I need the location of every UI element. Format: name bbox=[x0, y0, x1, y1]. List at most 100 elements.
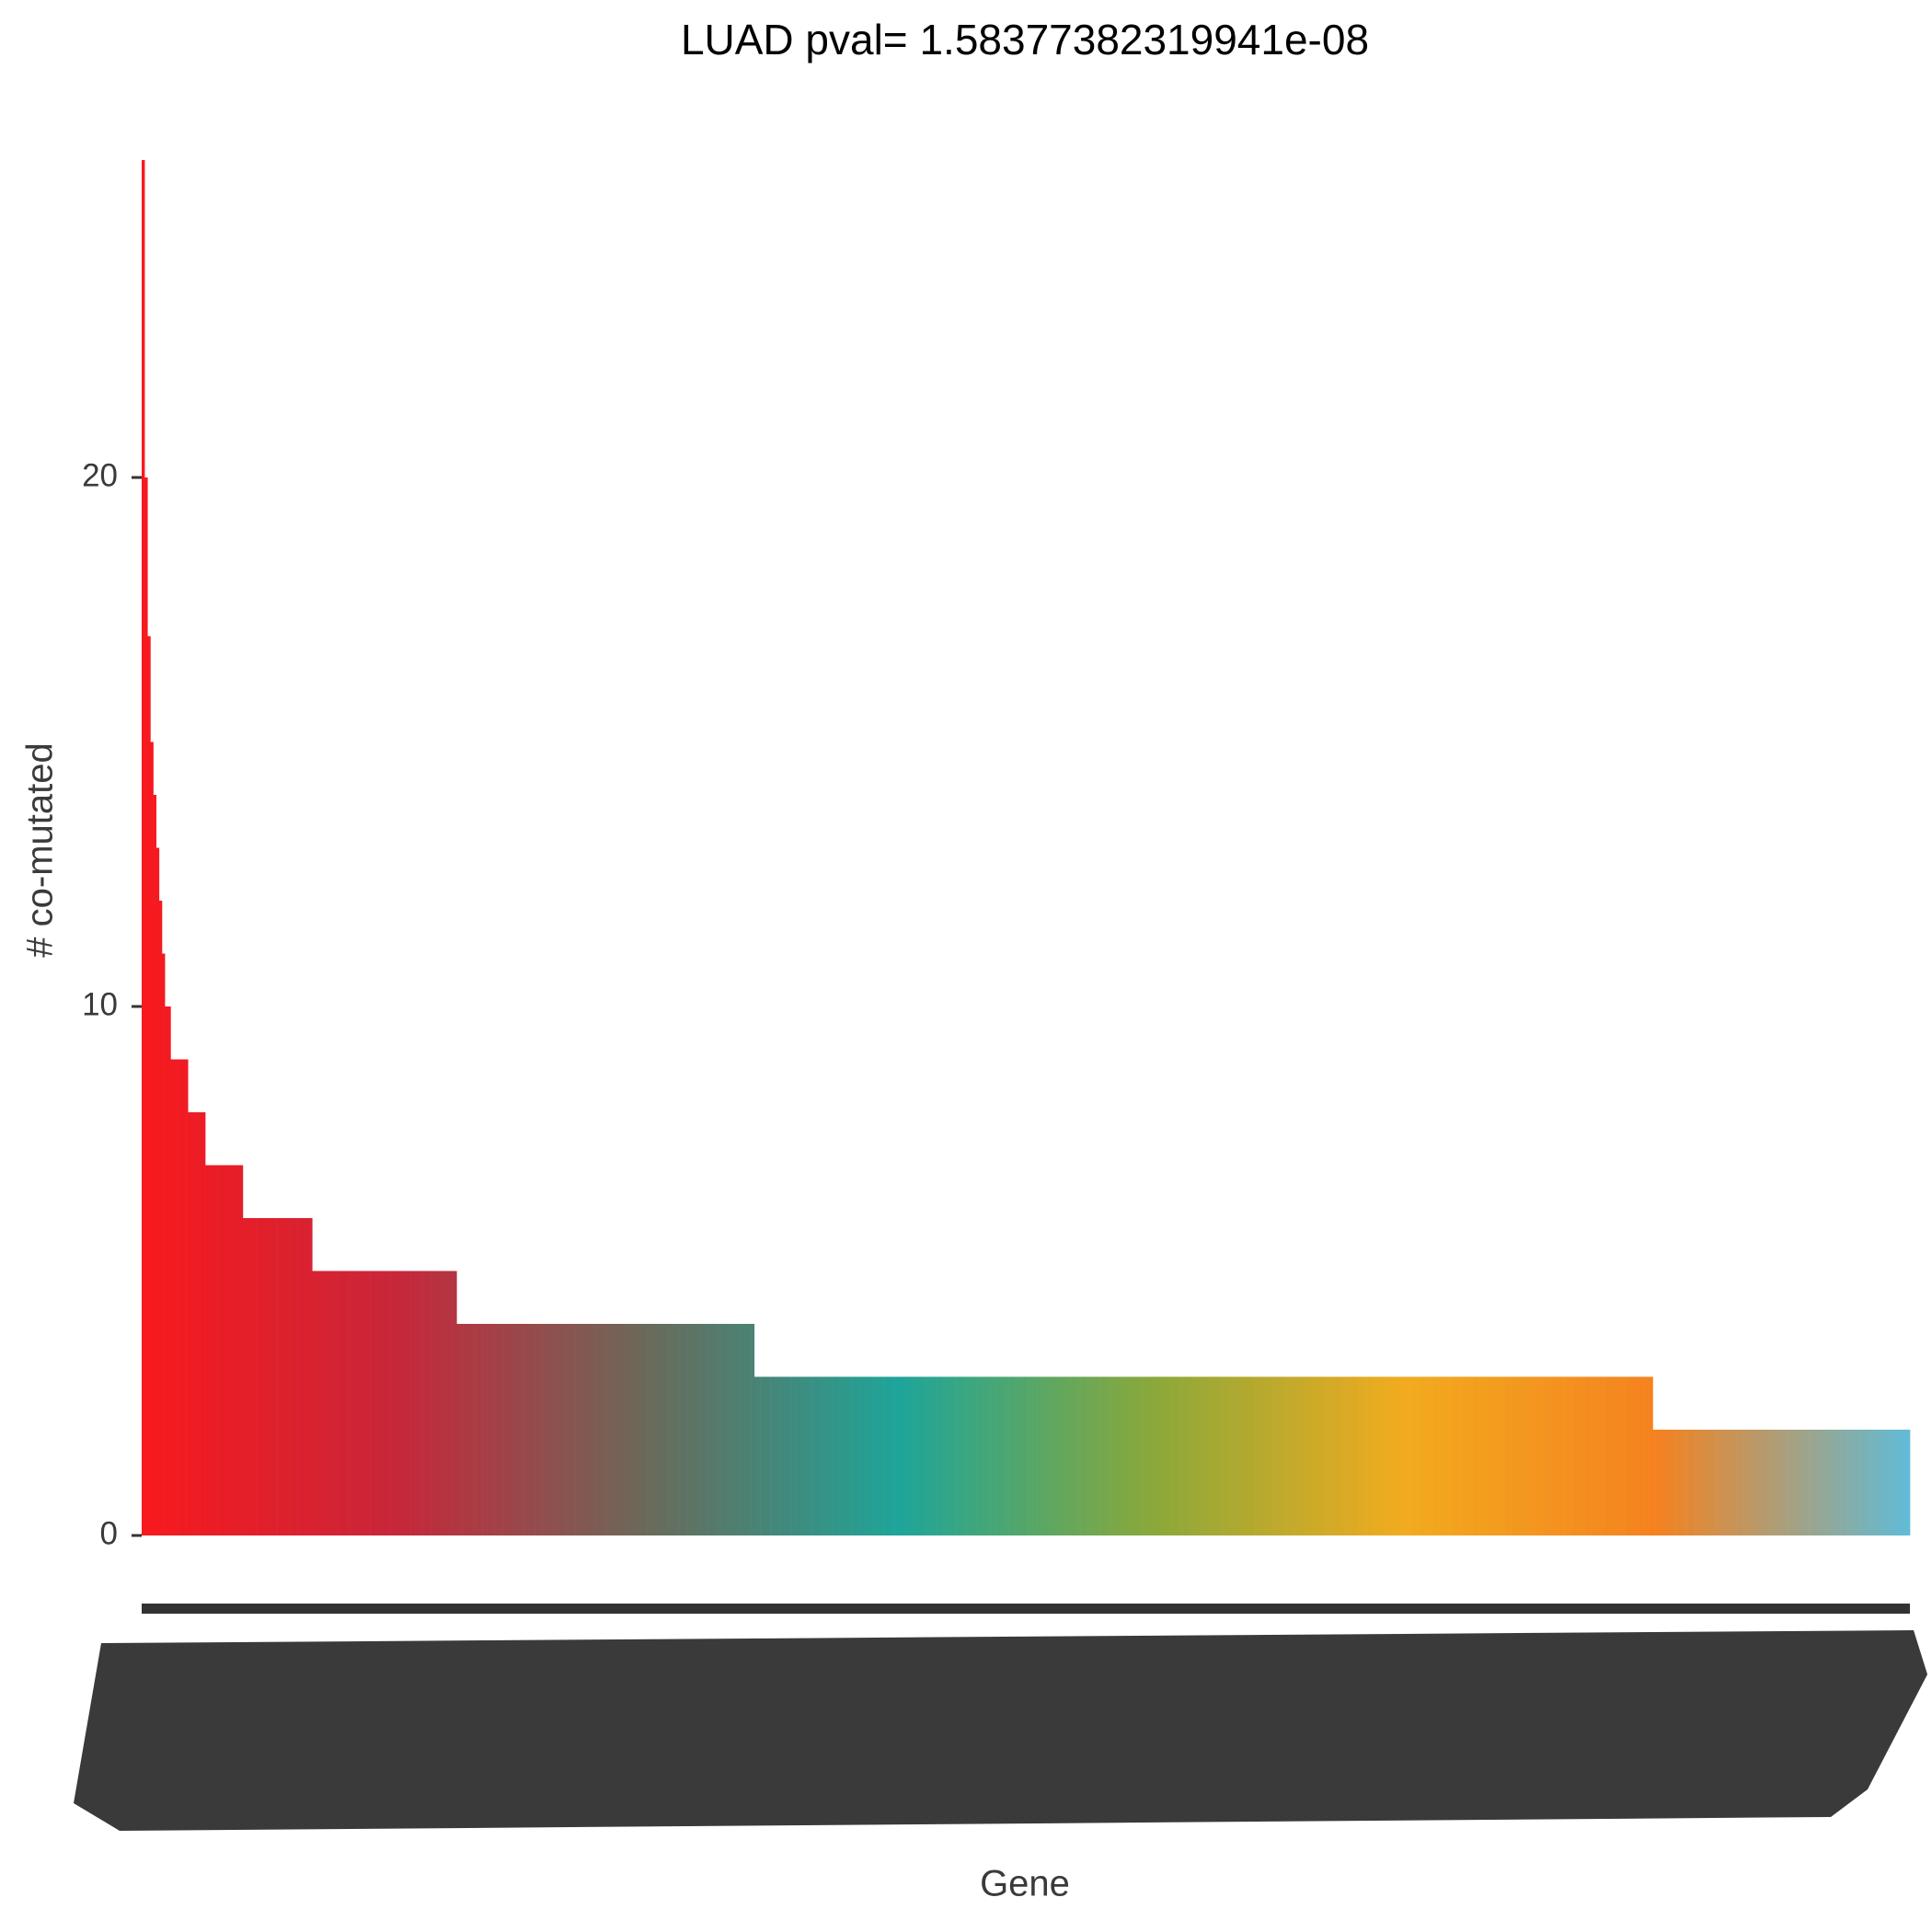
bar bbox=[199, 1112, 203, 1535]
bar bbox=[1141, 1376, 1145, 1535]
bar bbox=[1190, 1376, 1194, 1535]
bar bbox=[1690, 1430, 1694, 1535]
bar bbox=[1721, 1430, 1726, 1535]
bar bbox=[511, 1324, 515, 1535]
bar bbox=[1705, 1430, 1708, 1535]
bar bbox=[1632, 1376, 1636, 1535]
bar bbox=[1855, 1430, 1858, 1535]
bar bbox=[1386, 1376, 1391, 1535]
bar bbox=[1490, 1376, 1495, 1535]
bar bbox=[431, 1271, 434, 1535]
bar bbox=[933, 1376, 937, 1535]
bar bbox=[791, 1376, 796, 1535]
bar bbox=[416, 1271, 420, 1535]
bar bbox=[1384, 1376, 1387, 1535]
bar bbox=[381, 1271, 385, 1535]
bar bbox=[948, 1376, 951, 1535]
bar bbox=[961, 1376, 966, 1535]
bar bbox=[1837, 1430, 1841, 1535]
bar bbox=[725, 1324, 729, 1535]
bar bbox=[857, 1376, 862, 1535]
bar bbox=[1661, 1430, 1665, 1535]
bar bbox=[1372, 1376, 1376, 1535]
bar bbox=[329, 1271, 333, 1535]
bar bbox=[1103, 1376, 1108, 1535]
bar bbox=[1447, 1376, 1451, 1535]
bar bbox=[1488, 1376, 1491, 1535]
bar bbox=[1389, 1376, 1394, 1535]
bar bbox=[1817, 1430, 1821, 1535]
bar bbox=[1170, 1376, 1174, 1535]
bar bbox=[1785, 1430, 1789, 1535]
bar bbox=[1207, 1376, 1212, 1535]
bar bbox=[1335, 1376, 1339, 1535]
bar bbox=[528, 1324, 533, 1535]
bar bbox=[1901, 1430, 1905, 1535]
bar bbox=[834, 1376, 839, 1535]
bar bbox=[832, 1376, 836, 1535]
bar bbox=[786, 1376, 789, 1535]
bar bbox=[1245, 1376, 1249, 1535]
bar bbox=[1681, 1430, 1685, 1535]
bar bbox=[1866, 1430, 1870, 1535]
bar bbox=[1250, 1376, 1255, 1535]
bar bbox=[1615, 1376, 1619, 1535]
bar bbox=[1473, 1376, 1478, 1535]
bar bbox=[286, 1218, 290, 1535]
bar bbox=[884, 1376, 888, 1535]
bar bbox=[294, 1218, 298, 1535]
bar bbox=[1774, 1430, 1777, 1535]
bar bbox=[1846, 1430, 1850, 1535]
bar bbox=[1311, 1376, 1316, 1535]
bar bbox=[988, 1376, 992, 1535]
bar bbox=[471, 1324, 475, 1535]
bar bbox=[722, 1324, 726, 1535]
bar bbox=[1485, 1376, 1489, 1535]
bar bbox=[1265, 1376, 1270, 1535]
bar bbox=[505, 1324, 510, 1535]
bar bbox=[419, 1271, 422, 1535]
bar bbox=[780, 1376, 784, 1535]
bar bbox=[837, 1376, 842, 1535]
bar bbox=[598, 1324, 602, 1535]
bar bbox=[1161, 1376, 1166, 1535]
bar bbox=[945, 1376, 949, 1535]
bar bbox=[875, 1376, 880, 1535]
bar bbox=[959, 1376, 963, 1535]
bar bbox=[1112, 1376, 1116, 1535]
bar bbox=[1698, 1430, 1703, 1535]
bar bbox=[1606, 1376, 1610, 1535]
bar bbox=[340, 1271, 345, 1535]
bar bbox=[1236, 1376, 1240, 1535]
bar bbox=[604, 1324, 607, 1535]
bar bbox=[1779, 1430, 1784, 1535]
bar bbox=[560, 1324, 564, 1535]
bar bbox=[844, 1376, 847, 1535]
bar bbox=[1834, 1430, 1838, 1535]
bar bbox=[398, 1271, 402, 1535]
bar bbox=[1566, 1376, 1570, 1535]
bar bbox=[1536, 1376, 1541, 1535]
bar bbox=[1604, 1376, 1607, 1535]
bar bbox=[1328, 1376, 1333, 1535]
bar bbox=[1199, 1376, 1202, 1535]
bar bbox=[1629, 1376, 1633, 1535]
bar bbox=[1543, 1376, 1547, 1535]
bar bbox=[592, 1324, 596, 1535]
bar bbox=[771, 1376, 776, 1535]
bar bbox=[578, 1324, 581, 1535]
bar bbox=[297, 1218, 302, 1535]
bar bbox=[1303, 1376, 1306, 1535]
bar bbox=[1597, 1376, 1602, 1535]
bar bbox=[880, 1376, 885, 1535]
bar bbox=[155, 847, 160, 1535]
bar bbox=[690, 1324, 695, 1535]
bar bbox=[581, 1324, 584, 1535]
bar bbox=[1442, 1376, 1445, 1535]
bar bbox=[1470, 1376, 1475, 1535]
bar bbox=[852, 1376, 857, 1535]
bar bbox=[1052, 1376, 1055, 1535]
bar bbox=[1505, 1376, 1509, 1535]
bar bbox=[546, 1324, 550, 1535]
bar bbox=[1739, 1430, 1743, 1535]
